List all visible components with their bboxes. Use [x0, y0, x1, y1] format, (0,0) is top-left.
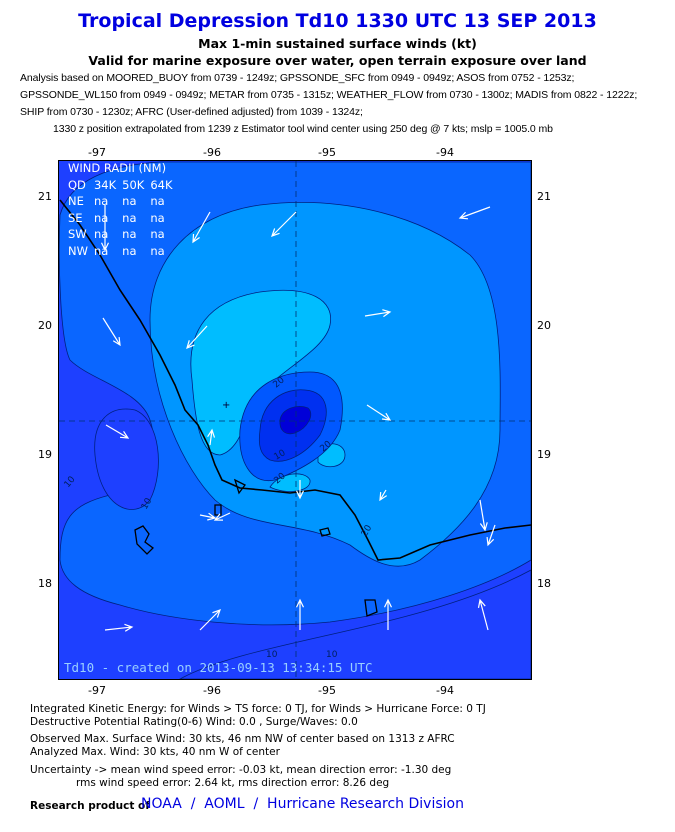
- x-tick-top: -95: [318, 146, 336, 159]
- x-tick-top: -96: [203, 146, 221, 159]
- wind-radii-row: SW na na na: [68, 226, 179, 243]
- wind-arrow: [199, 609, 221, 631]
- y-tick-left: 20: [38, 319, 52, 332]
- analysis-line: GPSSONDE_WL150 from 0949 - 0949z; METAR …: [20, 89, 638, 101]
- observed-max-wind: Observed Max. Surface Wind: 30 kts, 46 n…: [30, 733, 455, 745]
- col-header: 64K: [150, 177, 173, 192]
- cell: na: [150, 210, 165, 225]
- wind-arrow: [486, 524, 496, 547]
- max-wind-marker: +: [222, 400, 230, 411]
- wind-arrow: [458, 206, 491, 220]
- cell: na: [93, 210, 109, 225]
- cell: na: [93, 243, 109, 258]
- wind-arrow: [100, 205, 110, 252]
- research-label: Research product of: [30, 800, 150, 812]
- cell: na: [93, 227, 109, 241]
- x-tick-top: -94: [436, 146, 454, 159]
- cell: na: [122, 210, 137, 225]
- y-tick-right: 21: [537, 190, 551, 203]
- subtitle-exposure: Valid for marine exposure over water, op…: [88, 53, 587, 68]
- cell: na: [122, 243, 137, 258]
- y-tick-right: 18: [537, 577, 551, 590]
- x-tick-bottom: -94: [436, 684, 454, 697]
- cell: NW: [68, 243, 88, 258]
- wind-arrow: [186, 325, 208, 350]
- col-header: QD: [68, 177, 86, 192]
- wind-field-map: +: [58, 160, 532, 680]
- x-tick-bottom: -96: [203, 684, 221, 697]
- cell: NE: [68, 194, 84, 208]
- dpr-text: Destructive Potential Rating(0-6) Wind: …: [30, 716, 358, 728]
- wind-arrow: [477, 598, 489, 631]
- contour-fill-bottom-10: [179, 569, 531, 679]
- wind-arrow: [383, 598, 393, 630]
- analysis-line: SHIP from 0730 - 1230z; AFRC (User-defin…: [20, 106, 363, 118]
- col-header: 50K: [122, 177, 145, 192]
- cell: na: [122, 194, 137, 208]
- wind-arrow: [105, 424, 130, 439]
- subtitle: Max 1-min sustained surface winds (kt): [198, 36, 477, 51]
- cell: SE: [68, 210, 83, 225]
- col-header: 34K: [93, 177, 117, 192]
- analyzed-max-wind: Analyzed Max. Wind: 30 kts, 40 nm W of c…: [30, 746, 280, 758]
- position-note: 1330 z position extrapolated from 1239 z…: [53, 123, 553, 135]
- coastline: [59, 199, 531, 561]
- cell: na: [150, 243, 165, 258]
- wind-radii-row: NW na na na: [68, 243, 179, 260]
- wind-radii-header: QD 34K 50K 64K: [68, 177, 179, 194]
- islands: [134, 478, 378, 617]
- wind-arrow: [366, 404, 392, 421]
- y-tick-left: 18: [38, 577, 52, 590]
- y-tick-right: 20: [537, 319, 551, 332]
- x-tick-bottom: -97: [88, 684, 106, 697]
- hrd-link[interactable]: NOAA / AOML / Hurricane Research Divisio…: [141, 796, 464, 812]
- wind-radii-title: WIND RADII (NM): [68, 161, 167, 175]
- cell: SW: [68, 227, 87, 241]
- contour-fill-lt10-oval: [94, 408, 159, 510]
- x-tick-top: -97: [88, 146, 106, 159]
- wind-arrow: [271, 211, 297, 237]
- y-tick-left: 19: [38, 448, 52, 461]
- uncertainty-mean: Uncertainty -> mean wind speed error: -0…: [30, 764, 452, 776]
- wind-radii-row: SE na na na: [68, 210, 179, 227]
- wind-arrow: [104, 623, 134, 632]
- wind-arrow: [379, 489, 388, 502]
- x-tick-bottom: -95: [318, 684, 336, 697]
- cell: na: [122, 227, 137, 241]
- uncertainty-rms: rms wind speed error: 2.64 kt, rms direc…: [76, 777, 390, 789]
- wind-radii-table: WIND RADII (NM) QD 34K 50K 64K NE na na na …: [68, 160, 179, 259]
- wind-arrows: [100, 205, 496, 632]
- wind-field-svg: +: [59, 161, 531, 679]
- wind-arrow: [192, 211, 211, 244]
- wind-arrow: [295, 598, 305, 630]
- wind-arrow: [295, 480, 305, 500]
- created-stamp: Td10 - created on 2013-09-13 13:34:15 UT…: [64, 660, 373, 675]
- analysis-line: Analysis based on MOORED_BUOY from 0739 …: [20, 72, 575, 84]
- wind-arrow: [213, 512, 231, 521]
- y-tick-left: 21: [38, 190, 52, 203]
- wind-arrow: [102, 317, 121, 347]
- wind-arrow: [364, 309, 392, 318]
- wind-arrow: [199, 512, 217, 521]
- wind-radii-row: NE na na na: [68, 193, 179, 210]
- wind-arrow: [207, 428, 216, 446]
- cell: na: [150, 194, 165, 208]
- chart-title: Tropical Depression Td10 1330 UTC 13 SEP…: [78, 10, 597, 32]
- cell: na: [150, 227, 165, 241]
- wind-arrow: [479, 499, 488, 532]
- cell: na: [93, 194, 109, 208]
- y-tick-right: 19: [537, 448, 551, 461]
- ike-text: Integrated Kinetic Energy: for Winds > T…: [30, 703, 486, 715]
